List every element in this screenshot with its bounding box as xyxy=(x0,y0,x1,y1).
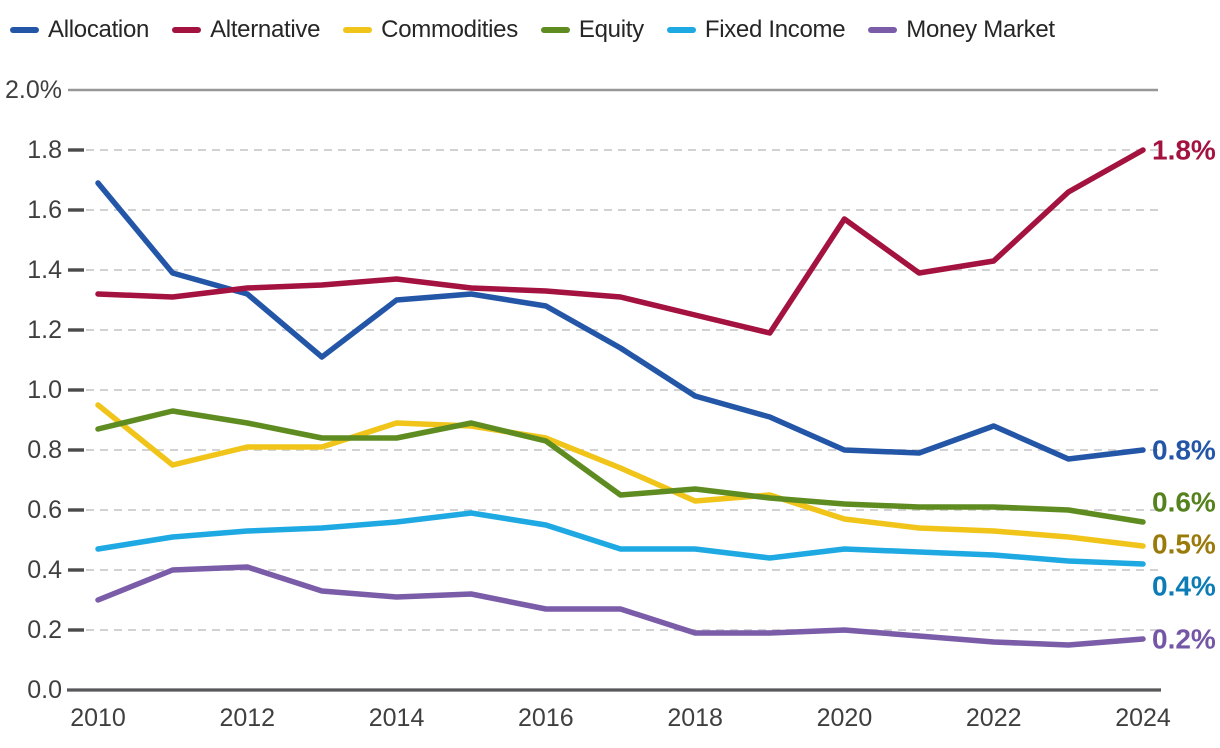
legend-swatch-icon xyxy=(10,27,39,33)
series-line-fixed-income xyxy=(95,510,1146,567)
x-axis-tick-label: 2024 xyxy=(1115,704,1171,732)
legend-label: Alternative xyxy=(210,16,321,43)
y-axis-tick-label: 0.4 xyxy=(27,556,62,584)
legend-swatch-icon xyxy=(666,27,696,33)
legend-label: Equity xyxy=(578,16,644,43)
x-axis-tick-label: 2016 xyxy=(518,704,574,732)
legend-swatch-icon xyxy=(343,27,373,33)
x-axis-tick-label: 2010 xyxy=(70,704,126,732)
legend-item-fixed-income: Fixed Income xyxy=(666,16,846,44)
series-value-label-equity: 0.6% xyxy=(1152,487,1216,518)
series-value-label-money-market: 0.2% xyxy=(1152,624,1216,655)
x-axis-tick-label: 2022 xyxy=(966,704,1022,732)
y-axis-tick-label: 1.2 xyxy=(27,316,62,344)
series-line-equity xyxy=(95,408,1146,525)
y-axis-tick-label: 0.0 xyxy=(27,676,62,704)
series-line-alternative xyxy=(95,147,1146,336)
y-axis-tick-label: 1.0 xyxy=(27,376,62,404)
legend-label: Money Market xyxy=(906,16,1055,43)
y-axis-tick-label: 1.8 xyxy=(27,136,62,164)
legend-item-allocation: Allocation xyxy=(10,16,149,44)
series-line-allocation xyxy=(95,180,1146,462)
series-value-label-alternative: 1.8% xyxy=(1152,135,1216,166)
series-value-label-commodities: 0.5% xyxy=(1152,529,1216,560)
y-axis-tick-label: 0.6 xyxy=(27,496,62,524)
x-axis-tick-label: 2014 xyxy=(369,704,425,732)
legend-swatch-icon xyxy=(172,27,202,33)
legend-item-alternative: Alternative xyxy=(172,16,320,44)
legend-label: Fixed Income xyxy=(704,16,846,43)
legend-label: Commodities xyxy=(381,16,518,43)
legend-swatch-icon xyxy=(868,27,898,33)
y-axis-tick-label: 2.0% xyxy=(5,76,62,104)
y-axis-tick-label: 1.4 xyxy=(27,256,62,284)
legend: Allocation Alternative Commodities Equity Fi… xyxy=(10,16,1055,44)
y-axis-tick-label: 0.2 xyxy=(27,616,62,644)
legend-item-equity: Equity xyxy=(540,16,644,44)
legend-label: Allocation xyxy=(48,16,150,43)
legend-item-commodities: Commodities xyxy=(343,16,518,44)
x-axis-tick-label: 2020 xyxy=(817,704,873,732)
x-axis-tick-label: 2012 xyxy=(219,704,275,732)
legend-item-money-market: Money Market xyxy=(868,16,1055,44)
legend-swatch-icon xyxy=(540,27,570,33)
series-line-commodities xyxy=(95,402,1146,549)
series-line-money-market xyxy=(95,564,1146,648)
y-axis-tick-label: 0.8 xyxy=(27,436,62,464)
series-value-label-allocation: 0.8% xyxy=(1152,435,1216,466)
y-axis-tick-label: 1.6 xyxy=(27,196,62,224)
series-value-label-fixed-income: 0.4% xyxy=(1152,571,1216,602)
x-axis-tick-label: 2018 xyxy=(667,704,723,732)
